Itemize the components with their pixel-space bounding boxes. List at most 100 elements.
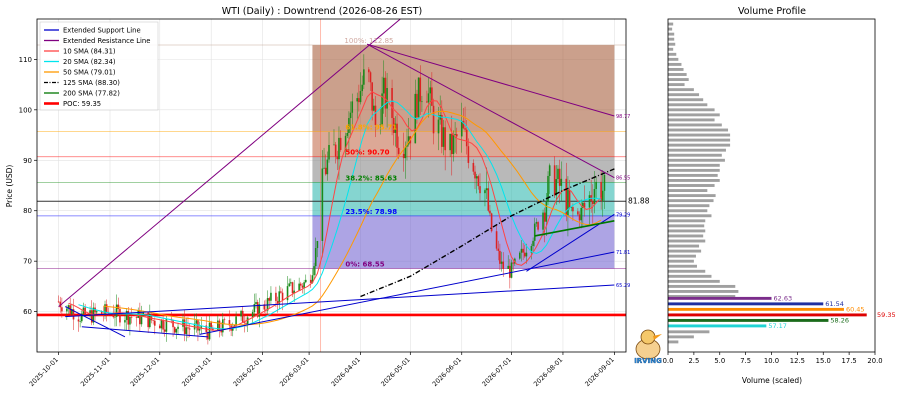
candle-body (532, 240, 534, 246)
candle-body (291, 282, 294, 294)
volume-bar (668, 113, 720, 117)
candle-body (426, 101, 428, 103)
candle-body (460, 120, 463, 137)
candle-body (560, 178, 563, 186)
candle-body (402, 153, 405, 159)
volume-profile-title: Volume Profile (738, 6, 806, 17)
candle-body (603, 174, 606, 191)
candle-body (222, 319, 224, 333)
candle-body (66, 308, 68, 312)
volume-bar (668, 68, 684, 71)
volume-bar (668, 78, 689, 81)
y-tick-label: 90 (23, 157, 32, 165)
candle-body (152, 320, 154, 321)
candle-body (266, 298, 269, 311)
support-line (64, 306, 126, 338)
candle-body (321, 168, 324, 241)
candle-body (484, 190, 486, 194)
candle-body (406, 144, 408, 147)
candle-body (547, 175, 549, 202)
volume-bar (668, 153, 722, 157)
candle-body (175, 328, 178, 333)
candle-body (115, 304, 118, 317)
candle-body (160, 319, 163, 329)
candle-body (595, 181, 597, 190)
candle-body (326, 159, 329, 175)
volume-bar (668, 219, 706, 223)
volume-highlight-label: 57.17 (768, 322, 787, 330)
x-tick-label: 2026-07-01 (481, 356, 513, 388)
candle-body (454, 134, 456, 135)
volume-bar (668, 209, 708, 213)
candle-body (467, 146, 470, 163)
legend-label: 10 SMA (84.31) (63, 48, 116, 56)
candle-body (338, 137, 340, 160)
candle-body (384, 77, 387, 109)
support-line (81, 326, 208, 338)
volume-x-tick-label: 15.0 (816, 357, 831, 365)
irving-logo: IRVING (634, 329, 662, 365)
volume-x-tick-label: 17.5 (842, 357, 857, 365)
volume-bar (668, 98, 704, 102)
candle-body (163, 329, 166, 332)
candle-body (359, 91, 362, 103)
candle-body (210, 322, 213, 329)
candle-body (207, 331, 209, 340)
logo-beak (653, 334, 662, 340)
candle-body (404, 146, 407, 159)
volume-bar (668, 254, 696, 258)
candle-body (298, 283, 300, 291)
volume-bar (668, 37, 675, 41)
sma-10-line (68, 91, 602, 331)
candle-body (309, 279, 312, 283)
candle-body (243, 322, 246, 324)
legend-label: 50 SMA (79.01) (63, 69, 116, 77)
candle-body (396, 123, 398, 148)
candle-body (253, 304, 256, 313)
fib-zone (312, 215, 615, 269)
candle-body (450, 133, 453, 155)
candle-body (240, 310, 242, 317)
fib-label: 38.2%: 85.63 (345, 174, 397, 182)
candle-body (593, 189, 596, 205)
candle-body (256, 302, 259, 317)
fib-zone (312, 156, 615, 183)
volume-x-axis-label: Volume (scaled) (742, 376, 802, 385)
candle-body (535, 222, 538, 224)
volume-x-tick-label: 10.0 (764, 357, 779, 365)
candle-body (188, 328, 191, 330)
volume-x-tick-label: 0.0 (663, 357, 674, 365)
candle-body (324, 167, 327, 175)
candle-body (419, 77, 422, 102)
candle-body (150, 313, 153, 321)
candle-body (386, 88, 388, 109)
candle-body (333, 144, 335, 146)
candle-body (437, 119, 440, 134)
candle-body (241, 310, 244, 323)
candle-body (537, 222, 539, 230)
candle-body (351, 101, 354, 113)
volume-bar (668, 62, 682, 66)
volume-bar (668, 93, 700, 97)
volume-bar (668, 199, 714, 203)
candle-body (358, 98, 360, 103)
fib-label: 23.5%: 78.98 (345, 208, 397, 216)
candle-body (507, 265, 509, 269)
candle-body (533, 223, 536, 241)
candle-body (382, 77, 385, 94)
candle-body (525, 252, 528, 257)
volume-bar (668, 27, 673, 31)
trend-line (534, 220, 615, 237)
volume-bar (668, 184, 715, 187)
candle-body (323, 167, 325, 169)
candle-body (520, 248, 523, 253)
candle-body (462, 120, 465, 129)
legend-label: POC: 59.35 (63, 100, 101, 108)
resistance-line (366, 43, 615, 179)
candle-body (208, 322, 211, 340)
y-tick-label: 70 (23, 258, 32, 266)
volume-bar-highlight (668, 313, 867, 317)
candle-body (497, 248, 500, 251)
